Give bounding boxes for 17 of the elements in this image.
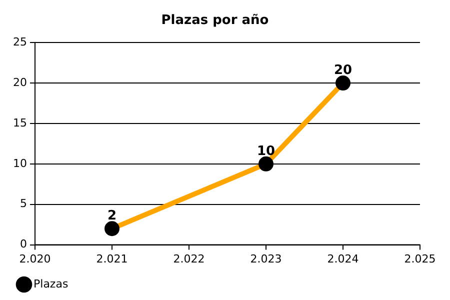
y-tick-label: 0 [20, 238, 27, 251]
y-tick-label: 20 [12, 76, 27, 89]
chart-title: Plazas por año [161, 13, 269, 28]
y-tick-label: 25 [12, 35, 27, 48]
x-tick-label: 2.025 [404, 252, 436, 266]
y-tick-label: 10 [12, 156, 27, 170]
x-tick-label: 2.021 [96, 252, 128, 266]
x-tick-label: 2.024 [327, 252, 359, 266]
data-label: 10 [256, 144, 276, 159]
x-tick-label: 2.022 [173, 252, 205, 266]
data-label: 2 [107, 208, 117, 224]
data-label: 20 [334, 62, 352, 78]
y-tick-label: 5 [20, 197, 27, 210]
legend-label: Plazas [34, 277, 68, 290]
x-tick-label: 2.023 [250, 252, 282, 266]
x-tick-label: 2.020 [19, 252, 51, 266]
y-tick-label: 15 [12, 116, 27, 130]
